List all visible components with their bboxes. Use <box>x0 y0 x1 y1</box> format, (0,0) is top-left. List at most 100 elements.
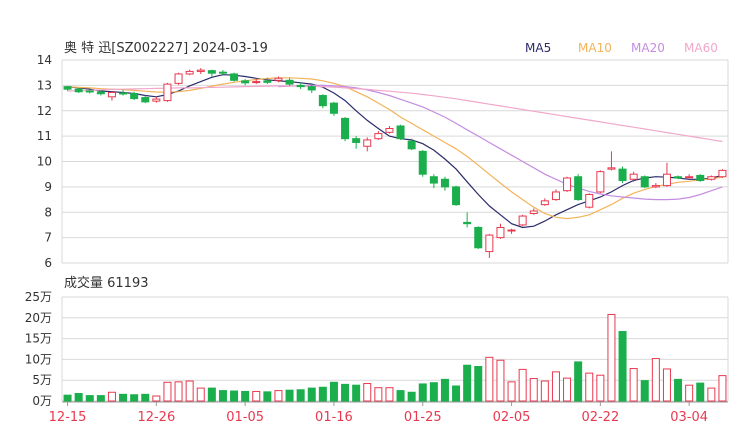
candlestick <box>607 151 616 171</box>
date-tick-label: 03-04 <box>670 410 708 425</box>
candle-body <box>218 71 227 74</box>
volume-tick-label: 20万 <box>25 311 52 325</box>
volume-bar <box>318 386 327 402</box>
legend-ma5: MA5 <box>525 41 551 55</box>
volume-bar <box>551 371 560 402</box>
price-tick-label: 8 <box>44 205 52 219</box>
candle-body <box>274 77 283 81</box>
volume-bar <box>662 368 671 402</box>
volume-bar <box>196 387 205 402</box>
volume-bar <box>385 387 394 402</box>
candle-body <box>640 176 649 188</box>
candle-body <box>141 97 150 103</box>
volume-bar <box>563 377 572 402</box>
volume-bar <box>440 378 449 402</box>
date-axis: 12-15 12-26 01-05 01-16 01-25 02-05 02-22 03-04… <box>49 401 728 425</box>
volume-bar <box>218 390 227 402</box>
candle-body <box>252 81 261 84</box>
volume-bar <box>396 390 405 402</box>
volume-bar <box>363 383 372 402</box>
candlestick <box>285 77 294 86</box>
volume-bar <box>107 391 116 402</box>
candle-body <box>651 185 660 188</box>
volume-bar <box>74 393 83 402</box>
candle-body <box>385 128 394 133</box>
volume-tick-label: 25万 <box>25 290 52 304</box>
candlestick <box>163 82 172 102</box>
volume-bar <box>341 383 350 402</box>
volume-bar <box>452 385 461 402</box>
candle-body <box>318 95 327 107</box>
candle-body <box>440 178 449 188</box>
candlestick <box>529 208 538 215</box>
candle-body <box>207 70 216 74</box>
ma-line-ma20 <box>278 84 723 201</box>
legend-ma20: MA20 <box>631 41 665 55</box>
candle-body <box>707 176 716 180</box>
candlestick <box>207 69 216 77</box>
candle-body <box>407 140 416 150</box>
candlestick <box>718 169 727 178</box>
volume-bar <box>407 391 416 402</box>
volume-bar <box>119 393 128 402</box>
candlestick <box>596 170 605 194</box>
candle-body <box>329 102 338 114</box>
candle-body <box>540 200 549 206</box>
volume-bar <box>585 372 594 402</box>
volume-bar <box>429 382 438 402</box>
volume-tick-label: 15万 <box>25 332 52 346</box>
volume-bar <box>618 331 627 402</box>
candle-body <box>341 117 350 140</box>
volume-bar <box>629 368 638 402</box>
moving-average-lines <box>67 74 723 229</box>
candle-body <box>374 133 383 140</box>
candlestick <box>341 117 350 142</box>
candlestick <box>263 77 272 85</box>
candlestick <box>674 175 683 180</box>
chart-title: 奥 特 迅[SZ002227] 2024-03-19 <box>64 41 268 56</box>
volume-bar <box>352 384 361 402</box>
volume-bar <box>651 358 660 402</box>
price-tick-label: 14 <box>37 53 52 67</box>
candlestick <box>452 185 461 206</box>
candlestick <box>329 101 338 116</box>
candlestick <box>418 150 427 177</box>
candle-body <box>485 234 494 253</box>
date-tick-label: 01-16 <box>315 410 353 425</box>
volume-bar <box>418 383 427 402</box>
candle-body <box>63 86 72 90</box>
candlestick <box>396 124 405 140</box>
candlestick <box>551 189 560 201</box>
candlestick <box>518 214 527 227</box>
volume-bar <box>718 375 727 402</box>
candlestick <box>74 87 83 93</box>
candlestick <box>307 84 316 93</box>
volume-bar <box>529 378 538 402</box>
candlestick <box>119 89 128 96</box>
candlestick <box>296 82 305 90</box>
volume-bar <box>496 359 505 402</box>
volume-tick-label: 5万 <box>32 373 52 387</box>
candlestick <box>241 79 250 86</box>
date-tick-label: 01-25 <box>404 410 442 425</box>
candle-body <box>418 150 427 175</box>
candle-body <box>285 79 294 85</box>
price-y-axis: 14 13 12 11 10 9 8 7 6 <box>37 53 52 270</box>
candle-body <box>396 125 405 140</box>
candlestick <box>574 174 583 201</box>
candlestick <box>618 166 627 184</box>
candlestick <box>496 223 505 239</box>
candle-body <box>152 98 161 102</box>
candle-body <box>563 177 572 192</box>
candlestick <box>540 198 549 206</box>
volume-bar <box>307 387 316 402</box>
volume-bar <box>485 356 494 402</box>
candle-body <box>230 73 239 81</box>
candle-body <box>574 176 583 201</box>
candlestick <box>107 90 116 101</box>
price-tick-label: 11 <box>37 129 52 143</box>
candlestick <box>152 96 161 103</box>
candle-body <box>585 193 594 208</box>
candlestick <box>252 79 261 85</box>
candle-body <box>474 226 483 249</box>
